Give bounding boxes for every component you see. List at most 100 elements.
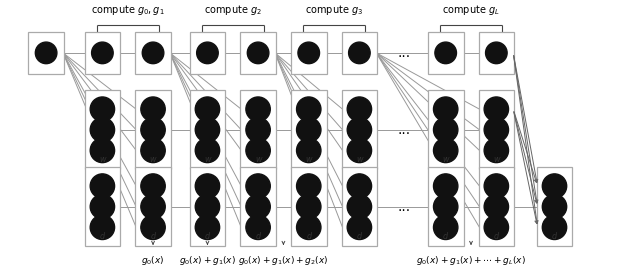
FancyBboxPatch shape — [240, 90, 276, 169]
Text: $g_0(x)$: $g_0(x)$ — [141, 254, 165, 267]
Circle shape — [92, 42, 113, 64]
Circle shape — [348, 138, 372, 163]
Circle shape — [246, 118, 270, 142]
Circle shape — [484, 174, 509, 198]
Text: w: w — [493, 155, 500, 165]
Circle shape — [296, 215, 321, 239]
Circle shape — [141, 138, 165, 163]
Circle shape — [90, 174, 115, 198]
Text: w: w — [442, 155, 449, 165]
Circle shape — [484, 194, 509, 219]
Circle shape — [141, 215, 165, 239]
Circle shape — [348, 194, 372, 219]
FancyBboxPatch shape — [84, 167, 120, 246]
Circle shape — [349, 42, 370, 64]
FancyBboxPatch shape — [428, 167, 463, 246]
Circle shape — [246, 215, 270, 239]
Text: w: w — [305, 155, 312, 165]
Circle shape — [90, 97, 115, 121]
Circle shape — [296, 118, 321, 142]
Circle shape — [246, 174, 270, 198]
Circle shape — [141, 174, 165, 198]
Text: w: w — [356, 155, 363, 165]
Circle shape — [433, 138, 458, 163]
Circle shape — [90, 194, 115, 219]
Circle shape — [433, 97, 458, 121]
FancyBboxPatch shape — [240, 167, 276, 246]
FancyBboxPatch shape — [537, 167, 572, 246]
Text: ...: ... — [398, 123, 411, 137]
FancyBboxPatch shape — [135, 32, 171, 73]
Circle shape — [90, 138, 115, 163]
Circle shape — [484, 215, 509, 239]
FancyBboxPatch shape — [479, 90, 514, 169]
Text: ...: ... — [398, 46, 411, 60]
Circle shape — [141, 194, 165, 219]
Circle shape — [141, 118, 165, 142]
Circle shape — [435, 42, 456, 64]
Text: compute $g_2$: compute $g_2$ — [204, 3, 262, 17]
Circle shape — [433, 174, 458, 198]
Text: d: d — [494, 232, 499, 241]
Text: d: d — [255, 232, 260, 241]
Circle shape — [246, 138, 270, 163]
Circle shape — [195, 174, 220, 198]
Text: d: d — [306, 232, 311, 241]
FancyBboxPatch shape — [189, 167, 225, 246]
Text: compute $g_3$: compute $g_3$ — [305, 3, 363, 17]
Circle shape — [296, 138, 321, 163]
Circle shape — [433, 118, 458, 142]
Text: d: d — [205, 232, 210, 241]
Text: w: w — [150, 155, 156, 165]
Circle shape — [142, 42, 164, 64]
Text: w: w — [204, 155, 211, 165]
Circle shape — [486, 42, 507, 64]
Circle shape — [296, 174, 321, 198]
Text: d: d — [100, 232, 105, 241]
Circle shape — [195, 194, 220, 219]
Text: d: d — [552, 232, 557, 241]
Text: w: w — [99, 155, 106, 165]
FancyBboxPatch shape — [479, 167, 514, 246]
Circle shape — [90, 215, 115, 239]
FancyBboxPatch shape — [135, 167, 171, 246]
Circle shape — [195, 97, 220, 121]
FancyBboxPatch shape — [428, 32, 463, 73]
Circle shape — [90, 118, 115, 142]
FancyBboxPatch shape — [84, 90, 120, 169]
Circle shape — [247, 42, 269, 64]
Circle shape — [348, 118, 372, 142]
Circle shape — [542, 215, 566, 239]
Circle shape — [484, 138, 509, 163]
Circle shape — [196, 42, 218, 64]
Text: compute $g_L$: compute $g_L$ — [442, 3, 500, 17]
Circle shape — [484, 118, 509, 142]
FancyBboxPatch shape — [479, 32, 514, 73]
Circle shape — [348, 174, 372, 198]
Circle shape — [246, 97, 270, 121]
FancyBboxPatch shape — [291, 32, 326, 73]
Text: w: w — [255, 155, 261, 165]
Circle shape — [348, 215, 372, 239]
Text: d: d — [150, 232, 156, 241]
FancyBboxPatch shape — [28, 32, 64, 73]
Circle shape — [348, 97, 372, 121]
Circle shape — [195, 118, 220, 142]
FancyBboxPatch shape — [135, 90, 171, 169]
FancyBboxPatch shape — [342, 167, 377, 246]
Text: $g_0(x)+g_1(x)+\cdots+g_L(x)$: $g_0(x)+g_1(x)+\cdots+g_L(x)$ — [416, 254, 526, 267]
FancyBboxPatch shape — [189, 90, 225, 169]
Circle shape — [195, 215, 220, 239]
Text: $g_0(x)+g_1(x)$: $g_0(x)+g_1(x)$ — [179, 254, 236, 267]
Circle shape — [484, 97, 509, 121]
Circle shape — [298, 42, 319, 64]
Circle shape — [35, 42, 57, 64]
Text: ...: ... — [398, 200, 411, 214]
Circle shape — [195, 138, 220, 163]
Circle shape — [246, 194, 270, 219]
Circle shape — [141, 97, 165, 121]
Text: compute $g_0, g_1$: compute $g_0, g_1$ — [91, 3, 164, 17]
FancyBboxPatch shape — [291, 90, 326, 169]
Circle shape — [542, 194, 566, 219]
FancyBboxPatch shape — [342, 90, 377, 169]
